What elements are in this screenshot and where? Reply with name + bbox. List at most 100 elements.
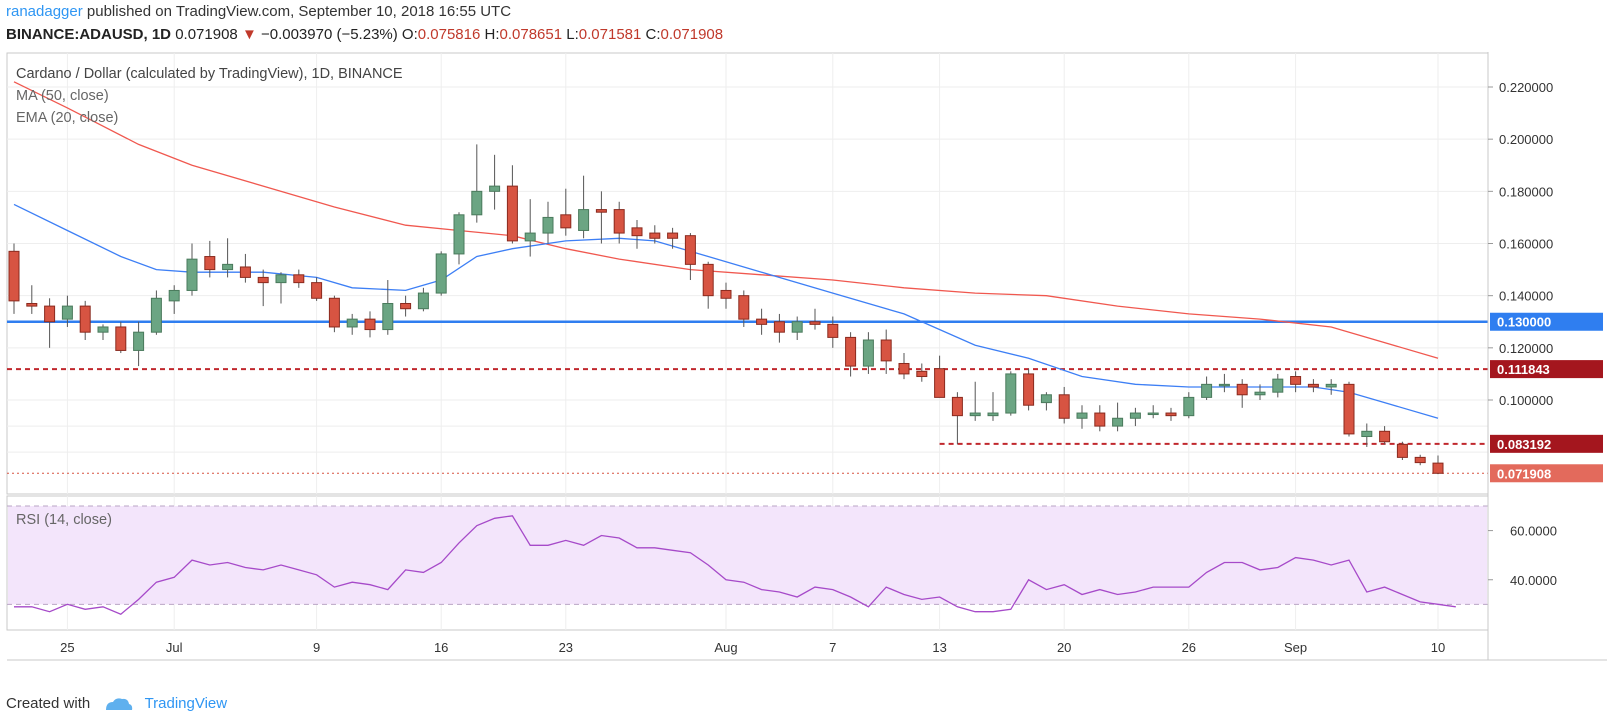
- candle-body[interactable]: [506, 185, 518, 242]
- candle-body[interactable]: [862, 339, 874, 367]
- rsi-pane[interactable]: [6, 495, 1489, 631]
- candle-body[interactable]: [1236, 383, 1248, 396]
- time-axis[interactable]: 25 Jul 9 16 23 Aug 7 13 20 26 Sep 10: [7, 640, 1607, 661]
- candle-body[interactable]: [649, 232, 661, 239]
- candle-body[interactable]: [1254, 391, 1266, 396]
- candle-body[interactable]: [684, 235, 696, 265]
- candle-body[interactable]: [364, 318, 376, 331]
- candle-body[interactable]: [471, 190, 483, 216]
- candle-body[interactable]: [239, 266, 251, 278]
- price-axis[interactable]: 0.220000 0.200000 0.180000 0.160000 0.140000…: [1487, 52, 1603, 660]
- candle-body[interactable]: [1218, 383, 1230, 387]
- ma50-legend[interactable]: MA (50, close): [16, 88, 109, 104]
- candle-body[interactable]: [809, 321, 821, 325]
- tradingview-logo-icon[interactable]: [104, 696, 134, 712]
- candle-body[interactable]: [1272, 378, 1284, 393]
- candle-body[interactable]: [1040, 394, 1052, 404]
- candle-body[interactable]: [542, 216, 554, 234]
- candle-body[interactable]: [738, 295, 750, 320]
- candle-body[interactable]: [773, 321, 785, 333]
- candle-body[interactable]: [827, 323, 839, 338]
- candle-body[interactable]: [1414, 456, 1426, 464]
- candle-body[interactable]: [489, 185, 501, 192]
- rsi-legend[interactable]: RSI (14, close): [16, 512, 112, 528]
- candle-body[interactable]: [168, 289, 180, 302]
- candle-body[interactable]: [8, 250, 20, 302]
- candle-body[interactable]: [1005, 373, 1017, 414]
- candle-body[interactable]: [702, 263, 714, 297]
- candle-body[interactable]: [560, 214, 572, 229]
- candle-body[interactable]: [44, 305, 56, 323]
- candle-body[interactable]: [916, 370, 928, 378]
- candle-body[interactable]: [1112, 417, 1124, 427]
- candle-body[interactable]: [293, 274, 305, 284]
- candle-body[interactable]: [1165, 412, 1177, 417]
- candle-body[interactable]: [204, 256, 216, 271]
- candle-body[interactable]: [1147, 412, 1159, 416]
- candle-body[interactable]: [382, 302, 394, 331]
- candle-body[interactable]: [346, 318, 358, 328]
- candle-body[interactable]: [1307, 383, 1319, 388]
- candle-body[interactable]: [1094, 412, 1106, 427]
- candle-body[interactable]: [257, 276, 269, 284]
- candle-body[interactable]: [987, 412, 999, 417]
- tradingview-link[interactable]: TradingView: [144, 695, 228, 712]
- publish-text: published on TradingView.com, September …: [82, 3, 512, 20]
- candle-body[interactable]: [720, 289, 732, 299]
- candle-body[interactable]: [756, 318, 768, 325]
- candle-body[interactable]: [1023, 373, 1035, 406]
- candle-body[interactable]: [631, 227, 643, 237]
- candle-body[interactable]: [26, 302, 38, 307]
- candle-body[interactable]: [275, 274, 287, 284]
- main-pane[interactable]: [6, 52, 1489, 495]
- candle-body[interactable]: [595, 209, 607, 213]
- candle-body[interactable]: [524, 232, 536, 242]
- candle-body[interactable]: [435, 253, 447, 294]
- candle-body[interactable]: [328, 297, 340, 328]
- candle-body[interactable]: [1379, 430, 1391, 443]
- price-chart[interactable]: 25 Jul 9 16 23 Aug 7 13 20 26 Sep 10 0.220000 0.2000…: [0, 52, 1607, 684]
- candle-body[interactable]: [115, 326, 127, 351]
- candle-body[interactable]: [133, 331, 145, 351]
- candle-body[interactable]: [578, 209, 590, 231]
- price-change: −0.003970 (−5.23%): [260, 26, 398, 43]
- candle-body[interactable]: [613, 209, 625, 234]
- candle-body[interactable]: [1325, 383, 1337, 388]
- open-value: 0.075816: [417, 26, 481, 43]
- candle-body[interactable]: [1290, 376, 1302, 385]
- candle-body[interactable]: [1058, 394, 1070, 419]
- candle-body[interactable]: [186, 258, 198, 291]
- candle-body[interactable]: [79, 305, 91, 333]
- candle-body[interactable]: [969, 412, 981, 417]
- candle-body[interactable]: [417, 292, 429, 310]
- time-tick-label: 13: [932, 640, 946, 655]
- candle-body[interactable]: [150, 297, 162, 333]
- candle-body[interactable]: [1432, 462, 1444, 474]
- candle-body[interactable]: [951, 396, 963, 417]
- last-price-label: 0.071908: [1497, 466, 1551, 481]
- candle-body[interactable]: [1076, 412, 1088, 419]
- candle-body[interactable]: [1396, 443, 1408, 458]
- candle-body[interactable]: [1361, 430, 1373, 438]
- candle-body[interactable]: [667, 232, 679, 239]
- rsi-line[interactable]: [14, 515, 1456, 615]
- candle-body[interactable]: [934, 368, 946, 398]
- candle-body[interactable]: [1343, 383, 1355, 435]
- candle-body[interactable]: [880, 339, 892, 362]
- candle-body[interactable]: [311, 282, 323, 299]
- candle-body[interactable]: [898, 362, 910, 375]
- symbol-label: BINANCE:ADAUSD, 1D: [6, 26, 172, 43]
- ohlc-bar: BINANCE:ADAUSD, 1D 0.071908 ▼ −0.003970 …: [6, 26, 723, 43]
- candle-body[interactable]: [222, 263, 234, 271]
- candle-body[interactable]: [1129, 412, 1141, 419]
- candle-body[interactable]: [1183, 396, 1195, 417]
- candle-body[interactable]: [791, 321, 803, 333]
- candle-body[interactable]: [845, 336, 857, 367]
- candle-body[interactable]: [400, 302, 412, 310]
- candle-body[interactable]: [97, 326, 109, 333]
- candle-body[interactable]: [1201, 383, 1213, 398]
- author-link[interactable]: ranadagger: [6, 3, 83, 20]
- candle-body[interactable]: [61, 305, 73, 320]
- candle-body[interactable]: [453, 214, 465, 255]
- ema20-legend[interactable]: EMA (20, close): [16, 110, 118, 126]
